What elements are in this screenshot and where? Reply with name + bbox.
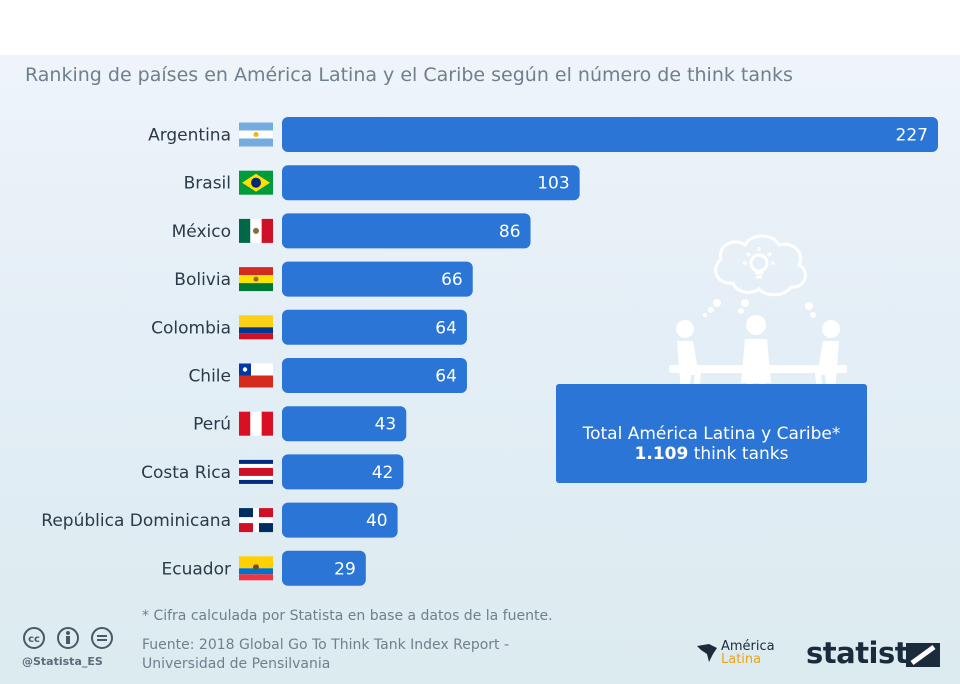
bar-value-label: 40 [366, 511, 388, 531]
bar-value-label: 103 [537, 174, 569, 194]
america-latina-logo-text: América Latina [721, 640, 775, 666]
colombia-flag-icon [239, 315, 273, 340]
bar-2 [282, 213, 531, 249]
bar-3 [282, 261, 473, 297]
bar-value-label: 66 [441, 270, 463, 290]
mexico-flag-icon [239, 218, 273, 243]
total-summary-unit: think tanks [688, 444, 789, 464]
bar-value-label: 64 [435, 318, 457, 338]
footnote: * Cifra calculada por Statista en base a… [142, 608, 553, 624]
dominican-republic-flag-icon [239, 508, 273, 533]
total-summary-label: Total América Latina y Caribe* [582, 424, 841, 444]
category-label: México [172, 222, 231, 242]
category-label: Costa Rica [141, 463, 231, 483]
category-label: Ecuador [162, 559, 231, 579]
statista-handle: @Statista_ES [22, 655, 103, 668]
category-label: Bolivia [174, 270, 231, 290]
total-summary-value-line: 1.109 think tanks [556, 444, 867, 464]
argentina-flag-icon [239, 122, 273, 147]
chart-subtitle: Ranking de países en América Latina y el… [25, 64, 793, 86]
chile-flag-icon [239, 363, 273, 388]
bar-1 [282, 165, 580, 201]
bar-4 [282, 309, 467, 345]
category-label: República Dominicana [41, 511, 231, 531]
svg-text:cc: cc [28, 634, 40, 645]
bar-7 [282, 454, 404, 490]
category-label: Perú [193, 415, 231, 435]
nd-icon [91, 627, 113, 649]
category-label: Argentina [148, 126, 231, 146]
category-label: Chile [188, 367, 231, 387]
source-line-2: Universidad de Pensilvania [142, 656, 331, 672]
bar-6 [282, 406, 407, 442]
bar-8 [282, 502, 398, 538]
statista-mark-icon [906, 643, 940, 671]
category-label: Brasil [184, 174, 231, 194]
license-icons: cc [22, 626, 118, 658]
cc-icon [23, 627, 45, 649]
bar-5 [282, 358, 467, 393]
america-latina-line-2: Latina [721, 652, 762, 667]
costa-rica-flag-icon [239, 459, 273, 484]
peru-flag-icon [239, 411, 273, 436]
america-latina-logo-icon [695, 640, 721, 668]
source-line-1: Fuente: 2018 Global Go To Think Tank Ind… [142, 637, 510, 653]
bar-value-label: 227 [896, 126, 928, 146]
bar-value-label: 43 [375, 415, 397, 435]
source-note: Fuente: 2018 Global Go To Think Tank Ind… [142, 636, 509, 674]
america-latina-line-1: América [721, 639, 775, 654]
brazil-flag-icon [239, 170, 273, 195]
category-label: Colombia [151, 318, 231, 338]
bar-0 [282, 117, 938, 152]
bar-value-label: 29 [334, 559, 356, 579]
ecuador-flag-icon [239, 556, 273, 581]
bolivia-flag-icon [239, 267, 273, 292]
total-summary-value: 1.109 [634, 444, 689, 464]
bar-value-label: 64 [435, 367, 457, 387]
bar-9 [282, 550, 366, 586]
bar-value-label: 86 [499, 222, 521, 242]
by-icon [57, 627, 79, 649]
bar-value-label: 42 [372, 463, 394, 483]
total-summary-box: Total América Latina y Caribe* 1.109 thi… [556, 384, 867, 483]
